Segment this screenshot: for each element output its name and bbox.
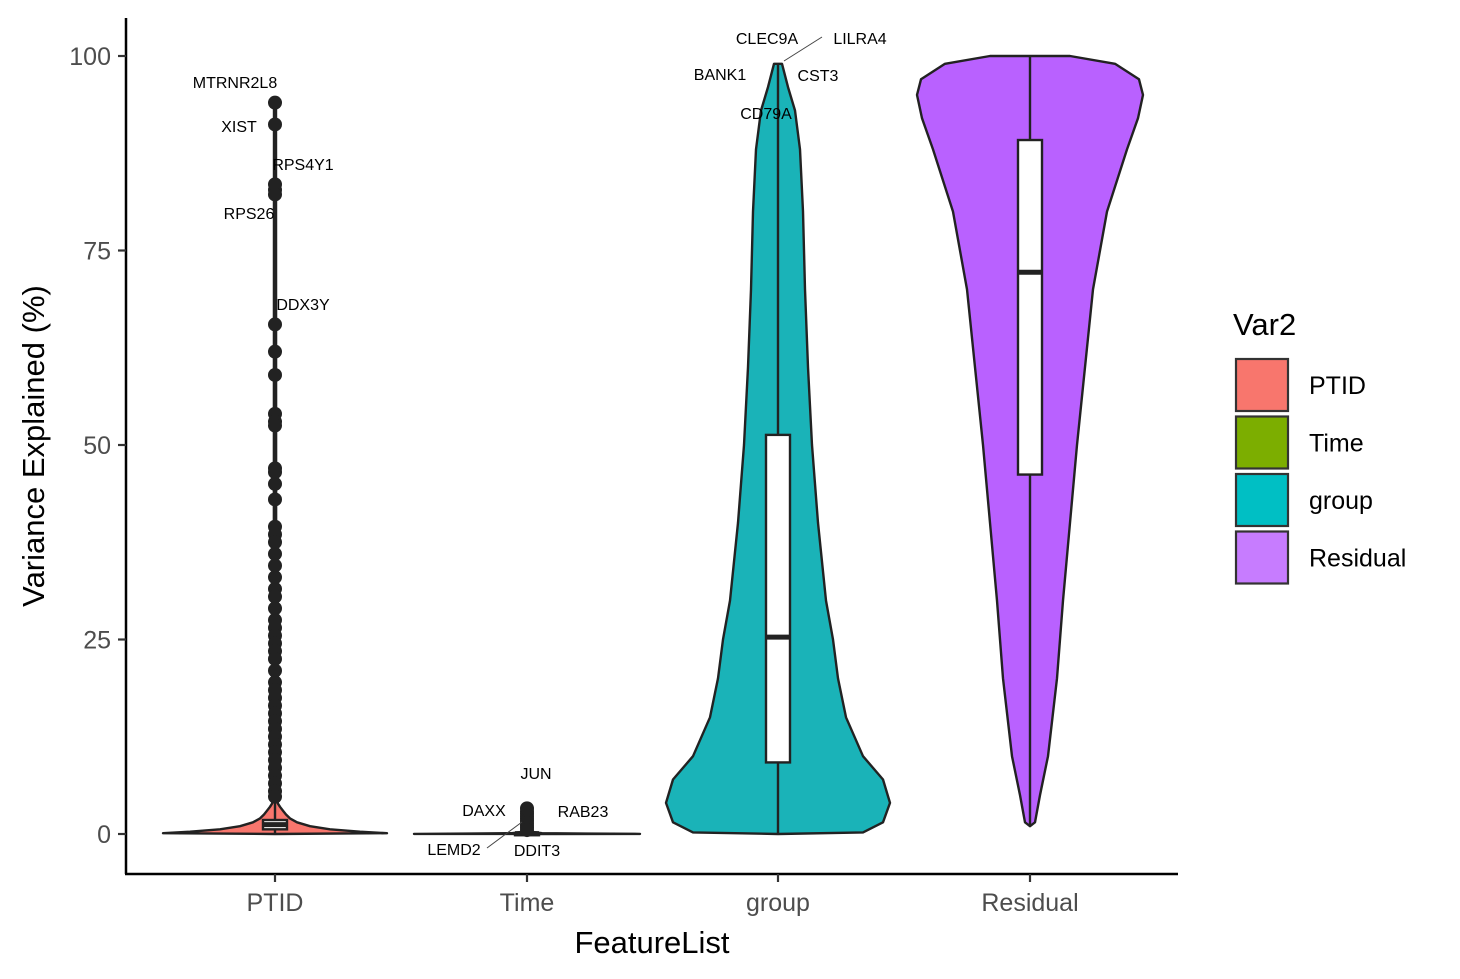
x-axis-title: FeatureList: [574, 925, 729, 960]
y-tick-label: 0: [97, 821, 111, 849]
y-axis-title: Variance Explained (%): [16, 285, 51, 607]
outlier-point: [268, 570, 282, 585]
y-tick-label: 100: [69, 43, 111, 71]
outlier-point: [268, 601, 282, 616]
outlier-point: [268, 558, 282, 573]
gene-label: DDX3Y: [276, 297, 330, 314]
legend-swatch-ptid: [1234, 357, 1290, 413]
gene-label: BANK1: [694, 67, 747, 84]
gene-label: DAXX: [462, 803, 506, 820]
outlier-point: [268, 367, 282, 382]
outlier-layer: [268, 95, 534, 838]
gene-label: LEMD2: [427, 842, 480, 859]
outlier-point: [268, 535, 282, 550]
outlier-point: [268, 95, 282, 110]
gene-label: CST3: [798, 68, 839, 85]
outlier-point: [268, 344, 282, 359]
legend-swatch-residual: [1234, 530, 1290, 585]
legend-label-ptid: PTID: [1309, 372, 1366, 400]
gene-label: DDIT3: [514, 843, 560, 860]
gene-label: RAB23: [558, 804, 609, 821]
box-residual: [1016, 138, 1044, 476]
y-tick-label: 25: [83, 627, 111, 655]
legend-title: Var2: [1233, 307, 1296, 342]
x-tick-label: group: [746, 889, 810, 917]
x-tick-label: PTID: [247, 889, 304, 917]
legend-swatch-group: [1234, 472, 1290, 528]
gene-label: CD79A: [740, 106, 792, 123]
gene-label: RPS4Y1: [272, 157, 333, 174]
gene-label: RPS26: [224, 206, 275, 223]
outlier-point: [268, 663, 282, 678]
outlier-point: [268, 651, 282, 666]
outlier-point: [268, 492, 282, 507]
outlier-point: [268, 476, 282, 491]
legend: Var2 PTID Time group Residual: [1233, 307, 1406, 585]
x-tick-label: Residual: [981, 889, 1078, 917]
gene-label: JUN: [520, 766, 551, 783]
y-ticks: 0 25 50 75 100: [69, 43, 126, 849]
legend-label-group: group: [1309, 487, 1373, 515]
gene-label: CLEC9A: [736, 31, 799, 48]
legend-label-residual: Residual: [1309, 545, 1406, 573]
gene-label: XIST: [221, 119, 257, 136]
y-tick-label: 75: [83, 238, 111, 266]
outlier-point: [268, 789, 282, 804]
gene-label-layer: MTRNR2L8 XIST RPS4Y1 RPS26 DDX3Y JUN DAXX RAB23…: [193, 31, 887, 860]
x-ticks: PTID Time group Residual: [247, 874, 1079, 917]
box-group: [764, 433, 792, 764]
label-leader-line: [783, 36, 823, 62]
outlier-point: [268, 317, 282, 332]
outlier-point: [268, 187, 282, 202]
x-tick-label: Time: [500, 889, 555, 917]
gene-label: MTRNR2L8: [193, 75, 278, 92]
outlier-point: [520, 823, 534, 838]
outlier-point: [268, 117, 282, 132]
y-tick-label: 50: [83, 432, 111, 460]
label-leader-line: [486, 821, 523, 849]
outlier-point: [268, 465, 282, 480]
gene-label: LILRA4: [833, 31, 886, 48]
outlier-point: [268, 589, 282, 604]
outlier-point: [268, 418, 282, 433]
legend-label-time: Time: [1309, 430, 1364, 458]
boxplot-layer: [261, 56, 1044, 837]
outlier-point: [268, 546, 282, 561]
legend-swatch-time: [1234, 415, 1290, 470]
